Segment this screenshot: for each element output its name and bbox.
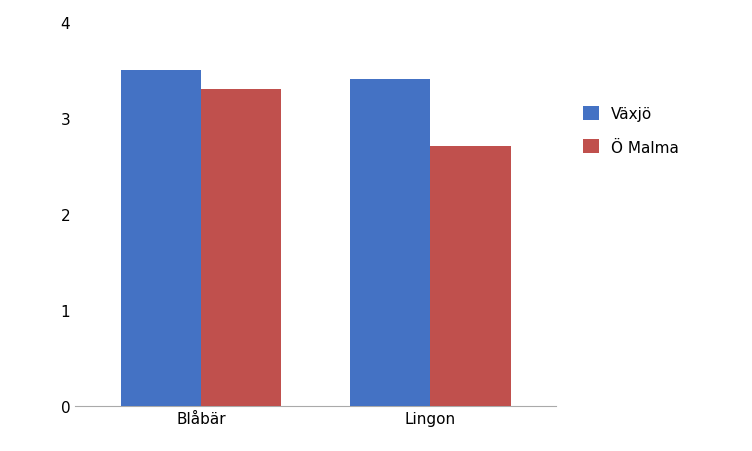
Bar	[202, 90, 281, 406]
Bar	[121, 70, 202, 406]
Bar	[350, 80, 430, 406]
Legend: Växjö, Ö Malma: Växjö, Ö Malma	[584, 107, 679, 155]
Bar	[430, 147, 511, 406]
